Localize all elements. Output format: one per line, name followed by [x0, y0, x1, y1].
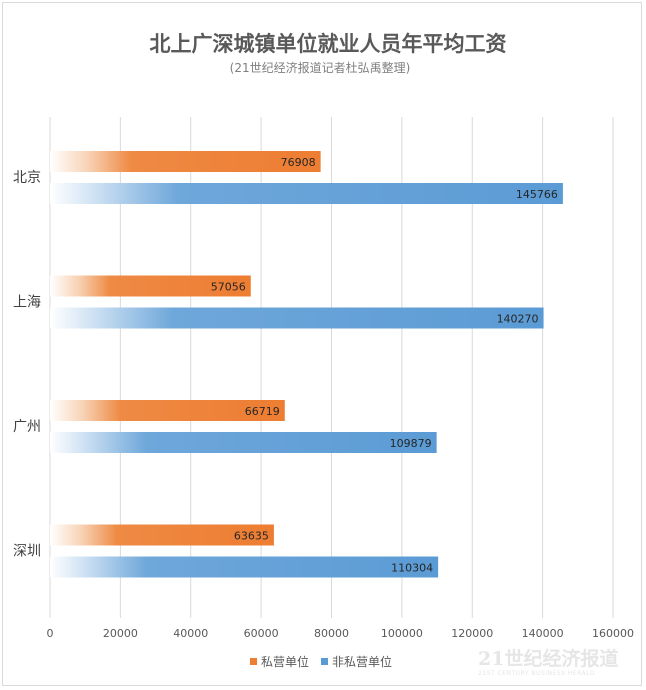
category-label: 深圳 — [13, 544, 41, 560]
bar-private — [50, 400, 285, 421]
bar-nonprivate — [50, 556, 439, 578]
bar-nonprivate — [50, 183, 563, 204]
bar-private — [50, 524, 274, 546]
x-tick-label: 120000 — [451, 627, 493, 640]
data-label: 63635 — [234, 530, 269, 543]
legend-swatch-private — [250, 658, 257, 665]
legend-swatch-nonprivate — [321, 658, 328, 665]
data-label: 76908 — [281, 156, 316, 169]
x-tick-label: 40000 — [173, 627, 208, 640]
data-label: 57056 — [211, 281, 246, 294]
x-tick-label: 60000 — [244, 627, 279, 640]
chart-title: 北上广深城镇单位就业人员年平均工资 — [150, 31, 507, 56]
legend: 私营单位 非私营单位 — [250, 654, 392, 669]
data-label: 66719 — [245, 405, 280, 418]
x-tick-label: 0 — [47, 627, 54, 640]
bar-nonprivate — [50, 432, 437, 453]
bars — [50, 151, 563, 578]
data-label: 109879 — [390, 437, 432, 450]
data-labels: 76908 145766 57056 140270 66719 109879 63635 11… — [211, 156, 558, 575]
data-label: 140270 — [497, 313, 539, 326]
bar-private — [50, 151, 321, 172]
data-label: 110304 — [391, 562, 433, 575]
watermark-text: 21世纪经济报道 — [478, 647, 618, 670]
legend-label-nonprivate: 非私营单位 — [332, 654, 392, 669]
x-tick-label: 20000 — [103, 627, 138, 640]
x-tick-labels: 0 20000 40000 60000 80000 100000 120000 140000 1… — [47, 627, 635, 640]
x-tick-label: 80000 — [314, 627, 349, 640]
category-label: 广州 — [13, 419, 41, 435]
category-label: 上海 — [13, 295, 41, 311]
bar-nonprivate — [50, 307, 544, 329]
legend-label-private: 私营单位 — [261, 654, 309, 669]
x-tick-label: 100000 — [381, 627, 423, 640]
bar-private — [50, 275, 251, 297]
x-tick-label: 160000 — [592, 627, 634, 640]
x-tick-label: 140000 — [522, 627, 564, 640]
watermark-subtext: 21ST CENTURY BUSINESS HERALD — [478, 670, 595, 677]
category-label: 北京 — [13, 170, 41, 186]
data-label: 145766 — [516, 188, 558, 201]
chart-subtitle: (21世纪经济报道记者杜弘禹整理) — [230, 60, 411, 75]
